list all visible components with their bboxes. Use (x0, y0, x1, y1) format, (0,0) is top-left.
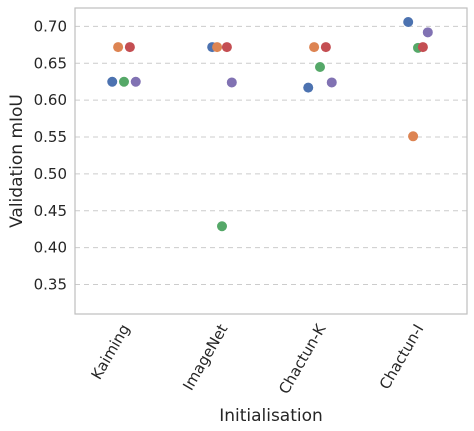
data-point (130, 76, 141, 87)
data-point (113, 42, 124, 53)
data-point (124, 42, 135, 53)
data-point (422, 27, 433, 38)
data-points (107, 17, 433, 232)
y-tick-label: 0.40 (34, 239, 67, 257)
data-point (212, 42, 223, 53)
x-tick-label: ImageNet (179, 321, 231, 394)
y-tick-label: 0.65 (34, 54, 67, 72)
data-point (226, 77, 237, 88)
data-point (417, 42, 428, 53)
x-axis-label: Initialisation (219, 406, 323, 426)
x-axis-ticks: Kaiming ImageNet Chactun-K Chactun-I (88, 320, 428, 397)
data-point (221, 42, 232, 53)
y-axis-label: Validation mIoU (7, 94, 27, 228)
plot-area-frame (74, 7, 468, 315)
data-point (303, 82, 314, 93)
y-tick-label: 0.55 (34, 128, 67, 146)
data-point (315, 61, 325, 72)
data-point (320, 42, 331, 53)
y-tick-label: 0.70 (34, 17, 67, 35)
y-tick-label: 0.45 (34, 202, 67, 220)
data-point (403, 17, 414, 28)
y-tick-label: 0.35 (34, 276, 67, 294)
x-tick-label: Kaiming (88, 321, 134, 383)
data-point (107, 76, 118, 87)
x-tick-label: Chactun-K (275, 320, 330, 397)
x-tick-label: Chactun-I (376, 321, 428, 392)
data-point (309, 42, 320, 53)
y-axis-ticks: 0.35 0.40 0.45 0.50 0.55 0.60 0.65 0.70 (34, 17, 67, 293)
data-point (326, 77, 337, 88)
y-tick-label: 0.60 (34, 91, 67, 109)
data-point (119, 76, 129, 87)
data-point (217, 221, 227, 232)
gridlines (75, 25, 467, 286)
data-point (408, 131, 419, 142)
y-tick-label: 0.50 (34, 165, 67, 183)
